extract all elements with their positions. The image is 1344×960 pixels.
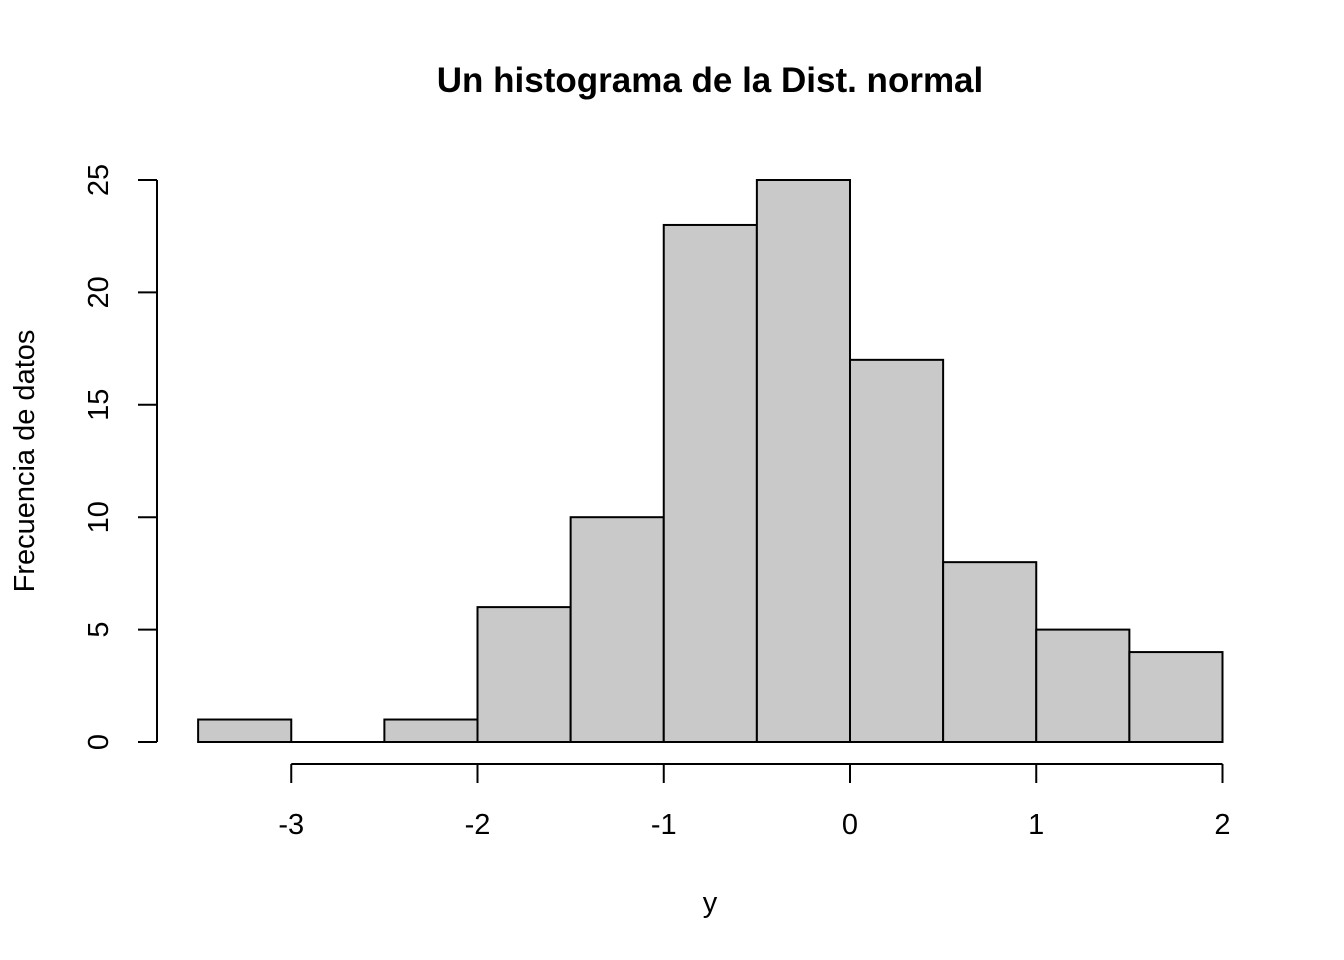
y-axis: 0 5 10 15 20 25 <box>83 164 158 750</box>
histogram-bar-3 <box>476 606 572 743</box>
x-tick-label: -2 <box>465 809 491 841</box>
y-tick-label: 0 <box>83 734 115 750</box>
y-axis-label: Frecuencia de datos <box>9 330 41 593</box>
x-axis: -3 -2 -1 0 1 2 <box>278 763 1231 841</box>
x-tick-label: 0 <box>842 809 858 841</box>
y-tick-label: 25 <box>83 164 115 196</box>
histogram-bar-0 <box>197 718 293 744</box>
x-tick-label: -3 <box>278 809 304 841</box>
histogram-bar-8 <box>942 561 1038 743</box>
x-axis-label: y <box>703 887 718 919</box>
histogram-bar-9 <box>1035 628 1131 743</box>
histogram-bar-10 <box>1128 651 1224 744</box>
x-tick-label: 2 <box>1214 809 1230 841</box>
histogram-bar-5 <box>662 223 758 743</box>
y-tick-label: 15 <box>83 389 115 421</box>
histogram-bar-6 <box>755 179 851 743</box>
histogram-bar-7 <box>849 358 945 743</box>
x-tick-label: -1 <box>651 809 677 841</box>
x-tick-label: 1 <box>1028 809 1044 841</box>
y-tick-label: 10 <box>83 501 115 533</box>
bars-group <box>197 179 1224 744</box>
y-tick-label: 20 <box>83 276 115 308</box>
chart-title: Un histograma de la Dist. normal <box>437 61 984 100</box>
y-tick-label: 5 <box>83 622 115 638</box>
histogram-bar-4 <box>569 516 665 744</box>
histogram-bar-2 <box>383 718 479 744</box>
